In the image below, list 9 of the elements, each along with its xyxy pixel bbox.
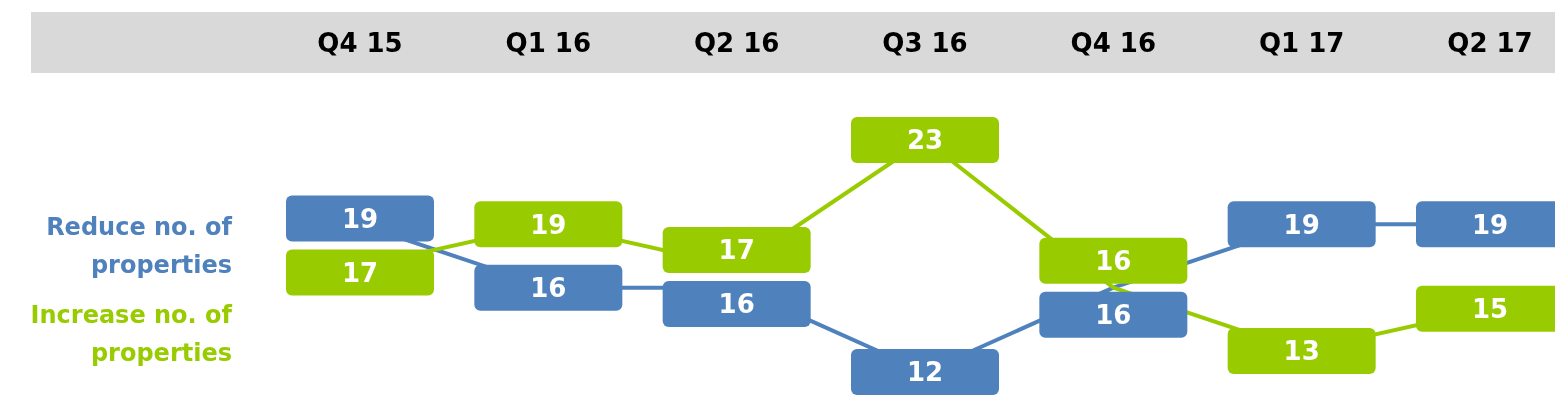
x-tick-label: Q2 16	[693, 28, 780, 59]
x-tick-label: Q3 16	[882, 28, 968, 59]
x-tick-label: Q2 17	[1447, 28, 1533, 59]
text: Reduce no. of properties	[46, 213, 233, 279]
x-tick-label: Q4 15	[317, 28, 403, 59]
x-tick-label: Q4 16	[1070, 28, 1157, 59]
x-tick-label: Q1 17	[1258, 28, 1345, 59]
x-tick-label: Q1 16	[505, 28, 592, 59]
text: Increase no. of properties	[30, 301, 233, 367]
